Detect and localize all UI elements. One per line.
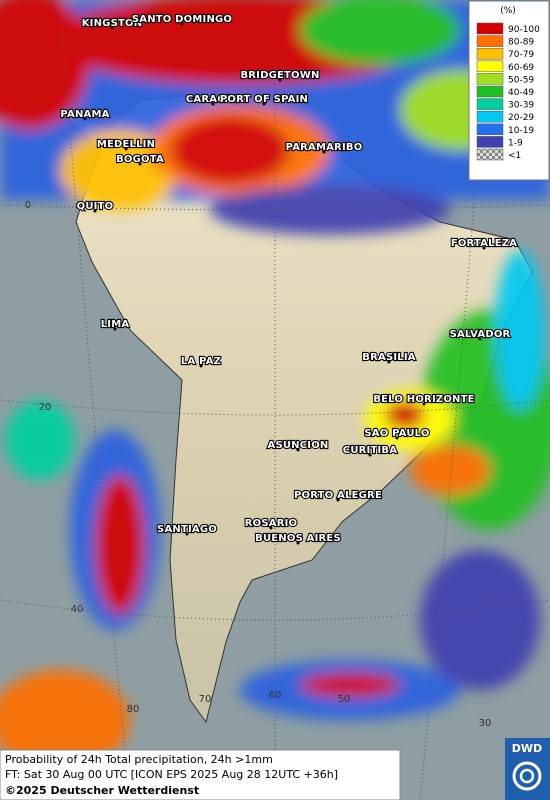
legend-label: 70-79 xyxy=(508,50,534,60)
city-marker xyxy=(113,327,117,331)
legend-swatch xyxy=(476,85,504,98)
city-marker xyxy=(124,147,128,151)
city-marker xyxy=(482,246,486,250)
city-marker xyxy=(336,498,340,502)
city-label: FORTALEZA xyxy=(451,238,517,249)
graticule-label: 30 xyxy=(479,718,492,729)
legend: (%) 90-100 80-89 70-79 60-69 50-59 40-49 30-39… xyxy=(468,0,550,181)
city-label: BOGOTA xyxy=(116,154,164,165)
city-marker xyxy=(322,150,326,154)
legend-swatch xyxy=(476,148,504,161)
city-marker xyxy=(395,436,399,440)
legend-label: 40-49 xyxy=(508,88,534,98)
legend-label: 50-59 xyxy=(508,75,534,85)
city-label: PORT OF SPAIN xyxy=(220,94,308,105)
city-marker xyxy=(387,360,391,364)
caption-box xyxy=(0,749,401,800)
graticule-line xyxy=(0,599,550,621)
city-label: CARACAS xyxy=(186,94,240,105)
city-marker xyxy=(296,448,300,452)
legend-label: <1 xyxy=(508,151,521,161)
legend-items: 90-100 80-89 70-79 60-69 50-59 40-49 30-39 20-2… xyxy=(476,22,540,161)
legend-swatch xyxy=(476,47,504,60)
city-marker xyxy=(269,526,273,530)
dwd-logo-swirl xyxy=(512,761,542,791)
city-label: PANAMA xyxy=(60,109,109,120)
legend-label: 20-29 xyxy=(508,113,534,123)
city-marker xyxy=(180,22,184,26)
caption-copyright: ©2025 Deutscher Wetterdienst xyxy=(5,784,199,797)
legend-swatch xyxy=(476,123,504,136)
legend-swatch xyxy=(476,136,504,148)
city-marker xyxy=(368,453,372,457)
caption-title: Probability of 24h Total precipitation, … xyxy=(5,753,273,766)
graticule-line xyxy=(0,399,550,416)
city-label: PORTO ALEGRE xyxy=(294,490,382,501)
city-marker xyxy=(93,209,97,213)
city-marker xyxy=(296,541,300,545)
legend-label: 90-100 xyxy=(508,25,540,35)
city-label: PARAMARIBO xyxy=(286,142,363,153)
city-marker xyxy=(211,102,215,106)
city-marker xyxy=(478,337,482,341)
dwd-logo-swirl xyxy=(519,768,535,784)
city-marker xyxy=(185,532,189,536)
city-label: KINGSTON xyxy=(82,18,143,29)
legend-label: 10-19 xyxy=(508,126,534,136)
legend-swatch xyxy=(476,60,504,73)
city-label: CURITIBA xyxy=(343,445,397,456)
city-label: SALVADOR xyxy=(450,329,511,340)
graticule-label: 70 xyxy=(199,694,212,705)
city-label: ASUNCION xyxy=(268,440,329,451)
legend-swatch xyxy=(476,98,504,110)
graticule-label: 80 xyxy=(127,704,140,715)
city-label: SAO PAULO xyxy=(364,428,429,439)
graticule-label: 40 xyxy=(71,604,84,615)
dwd-logo-text: DWD xyxy=(512,742,542,755)
city-marker xyxy=(110,26,114,30)
graticule-label: 20 xyxy=(39,402,52,413)
city-label: QUITO xyxy=(77,201,114,212)
legend-label: 80-89 xyxy=(508,38,534,48)
city-label: BRASILIA xyxy=(362,352,415,363)
city-label: BRIDGETOWN xyxy=(240,70,319,81)
city-marker xyxy=(199,364,203,368)
city-label: LIMA xyxy=(101,319,130,330)
city-marker xyxy=(422,402,426,406)
city-label: BELO HORIZONTE xyxy=(373,394,474,405)
city-label: MEDELLIN xyxy=(97,139,155,150)
graticule-label: 50 xyxy=(338,694,351,705)
city-label: SANTO DOMINGO xyxy=(132,14,232,25)
city-marker xyxy=(262,102,266,106)
caption-forecast: FT: Sat 30 Aug 00 UTC [ICON EPS 2025 Aug… xyxy=(5,768,338,781)
legend-unit: (%) xyxy=(500,6,516,16)
city-label: LA PAZ xyxy=(181,356,221,367)
precipitation xyxy=(0,0,550,770)
city-label: BUENOS AIRES xyxy=(255,533,341,544)
legend-swatch xyxy=(476,22,504,35)
city-marker xyxy=(278,78,282,82)
graticule-label: 60 xyxy=(269,690,282,701)
legend-swatch xyxy=(476,110,504,123)
legend-swatch xyxy=(476,35,504,47)
graticule-label: 0 xyxy=(25,200,31,211)
legend-label: 60-69 xyxy=(508,63,534,73)
city-label: SANTIAGO xyxy=(157,524,217,535)
legend-label: 30-39 xyxy=(508,101,534,111)
city-marker xyxy=(138,162,142,166)
city-label: ROSARIO xyxy=(245,518,297,529)
city-marker xyxy=(83,117,87,121)
legend-label: 1-9 xyxy=(508,138,523,148)
legend-swatch xyxy=(476,73,504,85)
